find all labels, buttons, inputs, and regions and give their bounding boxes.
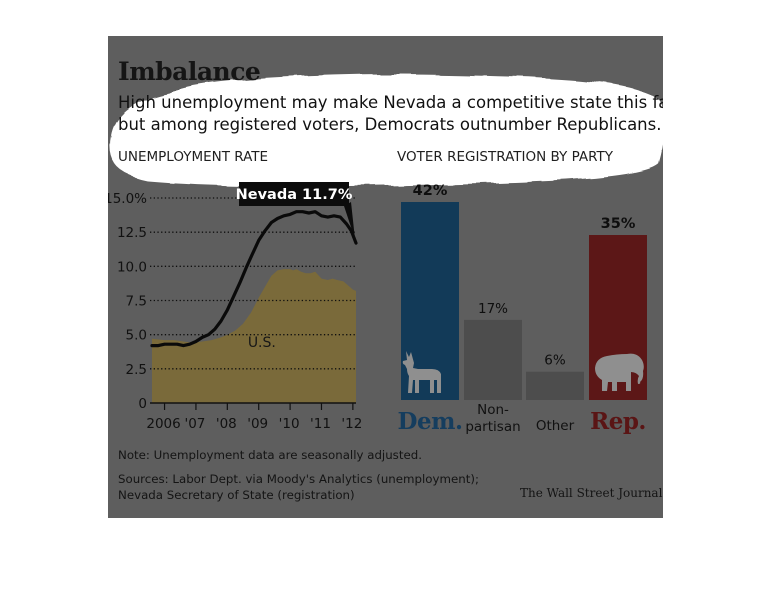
registration-section-title: VOTER REGISTRATION BY PARTY: [397, 149, 613, 165]
chart-headline: Imbalance: [118, 57, 261, 86]
x-tick-label: '09: [247, 416, 268, 432]
x-tick-label: '07: [184, 416, 205, 432]
bar-value-label-other: 6%: [544, 353, 566, 369]
donkey-shape: [402, 351, 441, 393]
us-unemployment-area: [152, 269, 356, 403]
category-label-nonpartisan-line-2: partisan: [465, 419, 520, 435]
x-tick-label: '08: [216, 416, 237, 432]
unemployment-section-title: UNEMPLOYMENT RATE: [118, 149, 269, 165]
y-tick-label: 2.5: [126, 362, 147, 378]
chart-note: Note: Unemployment data are seasonally a…: [118, 448, 422, 462]
us-series-label: U.S.: [248, 335, 276, 351]
y-tick-label: 7.5: [126, 294, 147, 310]
elephant-shape: [595, 353, 644, 391]
nevada-unemployment-line: [150, 210, 358, 348]
sources-line-1: Sources: Labor Dept. via Moody's Analyti…: [118, 472, 479, 486]
y-tick-label: 15.0%: [108, 191, 147, 207]
subtitle-line-1: High unemployment may make Nevada a comp…: [118, 93, 663, 112]
x-tick-label: 2006: [146, 416, 180, 432]
x-tick-label: '10: [279, 416, 300, 432]
sources-line-2: Nevada Secretary of State (registration): [118, 488, 355, 502]
elephant-icon: [595, 353, 644, 391]
nevada-callout-box: [239, 182, 349, 206]
nevada-callout-pointer: [344, 202, 355, 240]
bar-nonpartisan: [464, 319, 522, 400]
publisher-credit: The Wall Street Journal: [520, 486, 663, 500]
y-tick-label: 10.0: [117, 259, 147, 275]
highlight-marker-bubble: [109, 74, 663, 187]
y-tick-label: 0: [138, 396, 147, 412]
graphic-panel: Imbalance High unemployment may make Nev…: [108, 36, 663, 518]
bar-value-label-dem: 42%: [413, 183, 448, 199]
chart-subtitle: High unemployment may make Nevada a comp…: [118, 92, 663, 136]
category-label-nonpartisan-line-1: Non-: [477, 402, 509, 418]
subtitle-line-2: but among registered voters, Democrats o…: [118, 115, 662, 134]
bar-value-label-nonpartisan: 17%: [478, 301, 508, 317]
y-tick-label: 5.0: [126, 328, 147, 344]
category-label-other: Other: [536, 418, 575, 434]
bar-other: [526, 371, 584, 400]
y-tick-label: 12.5: [117, 225, 147, 241]
donkey-icon: [402, 351, 441, 393]
charts-canvas: 0 2.5 5.0 7.5 10.0 12.5 15.0% 2006'07 '08 '09 '10 '…: [108, 182, 647, 435]
x-tick-label: '12: [341, 416, 362, 432]
nevada-callout-label: Nevada 11.7%: [236, 187, 353, 203]
x-tick-label: '11: [310, 416, 331, 432]
category-label-dem: Dem.: [398, 408, 463, 435]
bar-value-label-rep: 35%: [601, 216, 636, 232]
category-label-rep: Rep.: [590, 408, 646, 435]
